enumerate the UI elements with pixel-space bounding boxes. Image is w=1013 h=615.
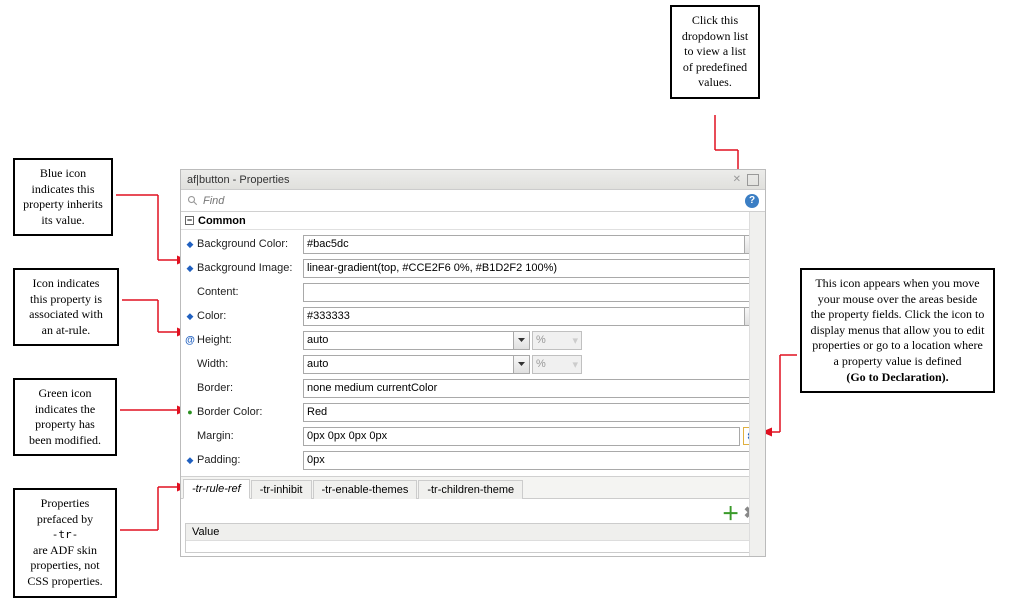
prop-row-content: Content:: [185, 280, 761, 304]
value-table: Value: [185, 523, 761, 553]
inherited-icon: ◆: [185, 455, 195, 466]
dropdown-button[interactable]: [513, 331, 530, 350]
prop-input-border[interactable]: [303, 379, 761, 398]
callout-tr-text-a: Properties prefaced by: [37, 496, 93, 526]
prop-input-margin[interactable]: [303, 427, 740, 446]
callout-tr-text-b: are ADF skin properties, not CSS propert…: [27, 543, 102, 588]
prop-input-bgcolor[interactable]: [303, 235, 744, 254]
callout-green-icon: Green icon indicates the property has be…: [13, 378, 117, 456]
prop-row-bgcolor: ◆ Background Color:: [185, 232, 761, 256]
prop-label: Border Color:: [195, 406, 303, 418]
prop-label: Height:: [195, 334, 303, 346]
callout-tr-code: -tr-: [52, 528, 79, 541]
prop-row-margin: Margin:: [185, 424, 761, 448]
prop-label: Content:: [195, 286, 303, 298]
search-icon: [187, 195, 199, 207]
prop-input-content[interactable]: [303, 283, 761, 302]
prop-label: Width:: [195, 358, 303, 370]
prop-row-color: ◆ Color:: [185, 304, 761, 328]
sub-toolbar: ＋ ✖: [185, 503, 761, 523]
value-column-header: Value: [186, 524, 760, 541]
callout-gear-a: This icon appears when you move your mou…: [811, 276, 985, 368]
inherited-icon: ◆: [185, 311, 195, 322]
collapse-icon[interactable]: −: [185, 216, 194, 225]
callout-tr-prefix: Properties prefaced by -tr- are ADF skin…: [13, 488, 117, 598]
callout-dropdown: Click this dropdown list to view a list …: [670, 5, 760, 99]
search-input[interactable]: [203, 195, 741, 207]
prop-row-height: @ Height: %▾: [185, 328, 761, 352]
section-header: − Common: [181, 212, 765, 230]
prop-label: Color:: [195, 310, 303, 322]
panel-title: af|button - Properties: [187, 174, 729, 186]
inherited-icon: ◆: [185, 239, 195, 250]
section-title: Common: [198, 215, 246, 227]
prop-label: Border:: [195, 382, 303, 394]
unit-select-width[interactable]: %▾: [532, 355, 582, 374]
sub-panel: ＋ ✖ Value: [181, 498, 765, 556]
add-icon[interactable]: ＋: [722, 500, 740, 526]
prop-input-width[interactable]: [303, 355, 513, 374]
callout-gear-b: (Go to Declaration).: [846, 370, 948, 384]
tab-tr-rule-ref[interactable]: -tr-rule-ref: [183, 479, 250, 499]
at-rule-icon: @: [185, 335, 195, 346]
prop-label: Margin:: [195, 430, 303, 442]
maximize-icon[interactable]: [747, 174, 759, 186]
prop-input-height[interactable]: [303, 331, 513, 350]
prop-row-bordercolor: ● Border Color:: [185, 400, 761, 424]
prop-input-bgimage[interactable]: [303, 259, 761, 278]
search-row: ?: [181, 190, 765, 212]
properties-grid: ◆ Background Color: ◆ Background Image: …: [181, 230, 765, 476]
dropdown-button[interactable]: [513, 355, 530, 374]
tab-tr-children-theme[interactable]: -tr-children-theme: [418, 480, 523, 499]
prop-input-padding[interactable]: [303, 451, 761, 470]
prop-row-padding: ◆ Padding:: [185, 448, 761, 472]
tab-tr-inhibit[interactable]: -tr-inhibit: [251, 480, 312, 499]
prop-label: Background Image:: [195, 262, 303, 274]
modified-icon: ●: [185, 407, 195, 417]
inherited-icon: ◆: [185, 263, 195, 274]
prop-row-bgimage: ◆ Background Image:: [185, 256, 761, 280]
close-icon[interactable]: ✕: [729, 174, 745, 185]
callout-gear-icon: This icon appears when you move your mou…: [800, 268, 995, 393]
properties-panel: af|button - Properties ✕ ? − Common ◆ Ba…: [180, 169, 766, 557]
prop-row-width: Width: %▾: [185, 352, 761, 376]
prop-label: Background Color:: [195, 238, 303, 250]
prop-row-border: Border:: [185, 376, 761, 400]
callout-blue-icon: Blue icon indicates this property inheri…: [13, 158, 113, 236]
tab-tr-enable-themes[interactable]: -tr-enable-themes: [313, 480, 418, 499]
unit-select-height[interactable]: %▾: [532, 331, 582, 350]
prop-label: Padding:: [195, 454, 303, 466]
prop-input-bordercolor[interactable]: [303, 403, 761, 422]
tabs-row: -tr-rule-ref -tr-inhibit -tr-enable-them…: [181, 476, 765, 498]
vertical-scrollbar[interactable]: [749, 212, 765, 556]
callout-at-rule: Icon indicates this property is associat…: [13, 268, 119, 346]
panel-titlebar: af|button - Properties ✕: [181, 170, 765, 190]
prop-input-color[interactable]: [303, 307, 744, 326]
help-icon[interactable]: ?: [745, 194, 759, 208]
